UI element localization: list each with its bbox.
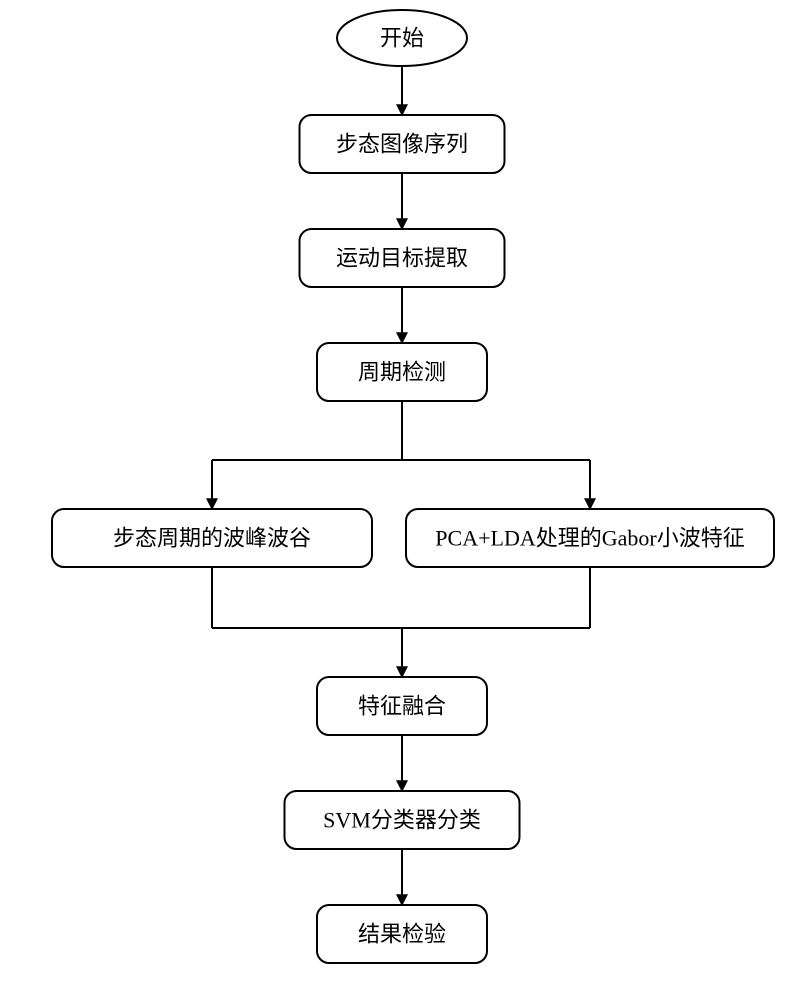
node-label: 步态周期的波峰波谷: [113, 526, 311, 551]
node-step6: SVM分类器分类: [285, 791, 520, 849]
node-label: PCA+LDA处理的Gabor小波特征: [435, 526, 744, 551]
node-step5: 特征融合: [317, 677, 487, 735]
node-label: 运动目标提取: [336, 246, 468, 271]
node-label: 结果检验: [358, 922, 446, 947]
node-label: 周期检测: [358, 360, 446, 385]
node-branch_left: 步态周期的波峰波谷: [52, 509, 372, 567]
node-label: SVM分类器分类: [323, 808, 481, 833]
node-step3: 周期检测: [317, 343, 487, 401]
node-step1: 步态图像序列: [300, 115, 505, 173]
flowchart-canvas: 开始步态图像序列运动目标提取周期检测步态周期的波峰波谷 PCA+LDA处理的Gab…: [0, 0, 805, 1000]
node-label: 特征融合: [358, 694, 446, 719]
node-label: 开始: [380, 26, 424, 51]
node-start: 开始: [337, 10, 467, 66]
node-label: 步态图像序列: [336, 132, 468, 157]
node-step2: 运动目标提取: [300, 229, 505, 287]
node-step7: 结果检验: [317, 905, 487, 963]
node-branch_right: PCA+LDA处理的Gabor小波特征: [406, 509, 774, 567]
